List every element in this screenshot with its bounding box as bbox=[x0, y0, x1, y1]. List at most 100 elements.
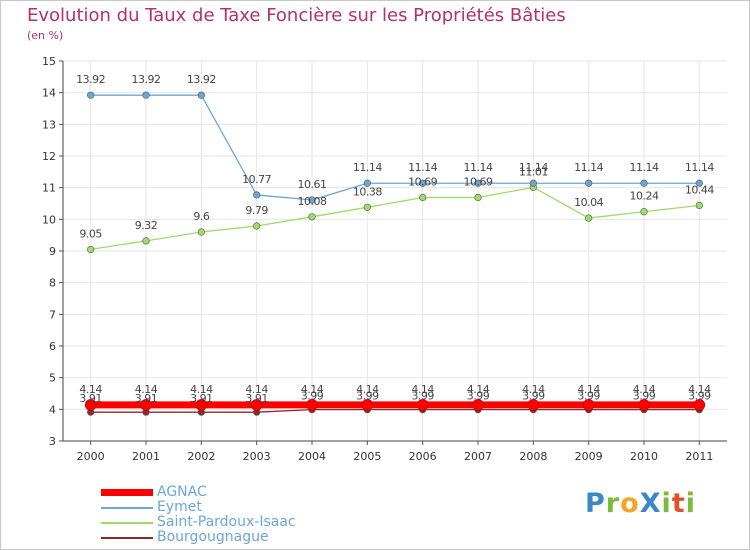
legend-swatch-saint-pardoux-isaac bbox=[101, 522, 153, 524]
data-point bbox=[474, 193, 482, 202]
y-tick-label: 15 bbox=[42, 55, 56, 68]
y-axis-unit-label: (en %) bbox=[27, 29, 64, 42]
x-tick-label: 2010 bbox=[630, 450, 658, 463]
x-tick-label: 2007 bbox=[464, 450, 492, 463]
x-tick-label: 2005 bbox=[353, 450, 381, 463]
data-point bbox=[142, 91, 150, 99]
y-tick-label: 5 bbox=[49, 372, 56, 385]
data-point bbox=[308, 213, 316, 221]
data-point bbox=[474, 179, 482, 187]
legend-label-saint-pardoux-isaac: Saint-Pardoux-Isaac bbox=[157, 514, 296, 530]
data-point bbox=[529, 179, 537, 187]
data-label: 3.99 bbox=[467, 390, 490, 403]
legend-label-bourgougnague: Bourgougnague bbox=[157, 529, 269, 545]
data-label: 4.14 bbox=[522, 383, 545, 396]
data-label: 4.14 bbox=[190, 383, 213, 396]
data-label: 13.92 bbox=[187, 73, 216, 86]
data-label: 4.14 bbox=[79, 383, 102, 396]
data-label: 11.14 bbox=[685, 161, 714, 174]
data-point bbox=[308, 196, 316, 204]
data-label: 3.99 bbox=[522, 390, 545, 403]
data-label: 4.14 bbox=[411, 383, 434, 396]
data-label: 4.14 bbox=[135, 383, 158, 396]
data-label: 10.77 bbox=[242, 173, 271, 186]
data-point bbox=[527, 399, 540, 411]
legend-label-eymet: Eymet bbox=[157, 499, 202, 515]
data-label: 3.99 bbox=[577, 390, 600, 403]
data-label: 3.99 bbox=[301, 390, 324, 403]
data-label: 9.05 bbox=[79, 227, 102, 240]
data-label: 11.01 bbox=[519, 165, 548, 178]
y-tick-label: 12 bbox=[42, 150, 56, 163]
data-point bbox=[197, 228, 205, 236]
data-label: 4.14 bbox=[245, 383, 268, 396]
data-point bbox=[87, 245, 95, 254]
y-tick-label: 4 bbox=[49, 403, 56, 416]
data-label: 3.91 bbox=[190, 392, 213, 405]
legend-label-agnac: AGNAC bbox=[157, 484, 207, 500]
data-label: 11.14 bbox=[574, 161, 603, 174]
data-label: 4.14 bbox=[356, 383, 379, 396]
data-point bbox=[472, 399, 484, 411]
data-label: 11.14 bbox=[630, 161, 659, 174]
chart-title: Evolution du Taux de Taxe Foncière sur l… bbox=[27, 5, 566, 26]
data-point bbox=[363, 179, 371, 187]
data-point bbox=[306, 399, 318, 411]
data-label: 10.61 bbox=[298, 178, 327, 191]
data-label: 9.6 bbox=[193, 210, 209, 223]
y-tick-label: 7 bbox=[49, 308, 56, 321]
series-line-eymet bbox=[90, 94, 700, 201]
y-tick-label: 8 bbox=[49, 277, 56, 290]
data-label: 9.32 bbox=[135, 219, 158, 232]
data-label: 10.69 bbox=[464, 175, 493, 188]
data-point bbox=[195, 399, 208, 411]
data-label: 10.44 bbox=[685, 183, 714, 196]
data-point bbox=[253, 222, 261, 230]
x-tick-label: 2003 bbox=[243, 450, 271, 463]
data-label: 10.24 bbox=[630, 190, 659, 203]
data-label: 13.92 bbox=[76, 73, 105, 86]
data-label: 11.14 bbox=[519, 161, 548, 174]
y-tick-label: 13 bbox=[42, 118, 56, 131]
data-point bbox=[416, 399, 429, 411]
y-tick-label: 3 bbox=[49, 435, 56, 448]
data-point bbox=[640, 208, 648, 216]
data-point bbox=[695, 201, 703, 209]
data-label: 11.14 bbox=[353, 161, 382, 174]
data-label: 11.14 bbox=[464, 161, 493, 174]
x-tick-label: 2011 bbox=[685, 450, 713, 463]
data-point bbox=[419, 193, 427, 202]
legend-swatch-agnac bbox=[101, 489, 153, 496]
data-point bbox=[84, 399, 97, 411]
data-label: 3.91 bbox=[245, 392, 268, 405]
data-label: 10.38 bbox=[353, 185, 382, 198]
legend-swatch-bourgougnague bbox=[101, 537, 153, 539]
data-label: 3.99 bbox=[356, 390, 379, 403]
data-label: 4.14 bbox=[633, 383, 656, 396]
data-label: 3.99 bbox=[411, 390, 434, 403]
data-label: 4.14 bbox=[688, 383, 711, 396]
data-point bbox=[140, 399, 152, 411]
data-label: 10.04 bbox=[574, 196, 603, 209]
data-label: 3.99 bbox=[688, 390, 711, 403]
y-tick-label: 9 bbox=[49, 245, 56, 258]
x-tick-label: 2004 bbox=[298, 450, 326, 463]
x-tick-label: 2002 bbox=[187, 450, 215, 463]
data-point bbox=[638, 399, 650, 411]
proxiti-logo: ProXiti bbox=[585, 488, 696, 519]
data-point bbox=[419, 179, 427, 187]
y-tick-label: 14 bbox=[42, 87, 56, 100]
data-label: 3.91 bbox=[135, 392, 158, 405]
y-tick-label: 10 bbox=[42, 213, 56, 226]
data-label: 4.14 bbox=[301, 383, 324, 396]
data-point bbox=[582, 399, 595, 411]
data-point bbox=[585, 179, 593, 187]
x-tick-label: 2001 bbox=[132, 450, 160, 463]
data-point bbox=[361, 399, 374, 411]
data-point bbox=[693, 399, 706, 411]
data-label: 10.69 bbox=[408, 175, 437, 188]
data-point bbox=[695, 179, 703, 187]
data-point bbox=[87, 91, 95, 99]
